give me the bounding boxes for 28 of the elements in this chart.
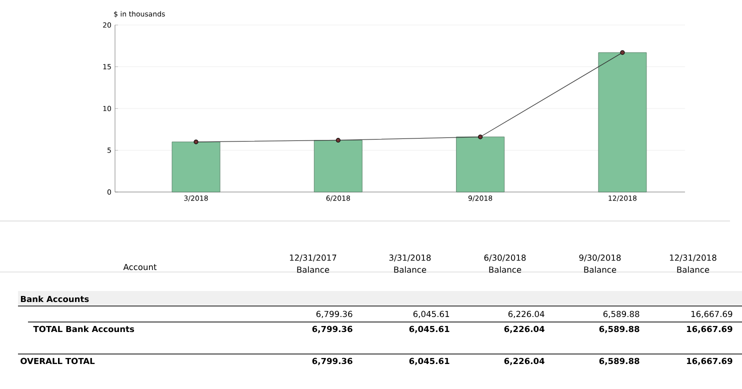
- data-label: 6,045.61: [413, 310, 450, 318]
- data-label: 6,799.36: [312, 326, 352, 334]
- category-label: 12/31/2017 Balance: [290, 254, 336, 273]
- data-label: 6,226.04: [508, 310, 544, 318]
- bar: [314, 140, 362, 192]
- category-label: 6/30/2018 Balance: [484, 254, 526, 273]
- data-label: 6,799.36: [316, 310, 352, 318]
- bar: [172, 142, 220, 192]
- data-label: 6,226.04: [504, 326, 544, 334]
- data-label: 6,589.88: [599, 326, 640, 334]
- data-label: 6,045.61: [409, 358, 450, 366]
- text: Account: [123, 264, 157, 270]
- category-label: 9/30/2018 Balance: [579, 254, 621, 273]
- text: TOTAL Bank Accounts: [33, 326, 134, 332]
- category-label: 3/31/2018 Balance: [389, 254, 431, 273]
- data-label: 6,226.04: [504, 358, 544, 366]
- data-label: 16,667.69: [691, 310, 732, 318]
- data-label: 6,799.36: [312, 358, 352, 366]
- data-label: 6,589.88: [603, 310, 640, 318]
- data-label: 6,589.88: [599, 358, 640, 366]
- data-label: 16,667.69: [687, 326, 732, 334]
- text: Bank Accounts: [20, 296, 89, 302]
- bar: [598, 52, 647, 192]
- category-label: 12/31/2018 Balance: [670, 254, 716, 273]
- data-label: 6,045.61: [409, 326, 450, 334]
- bar: [456, 136, 505, 192]
- data-label: 16,667.69: [687, 358, 732, 366]
- text: OVERALL TOTAL: [20, 358, 95, 364]
